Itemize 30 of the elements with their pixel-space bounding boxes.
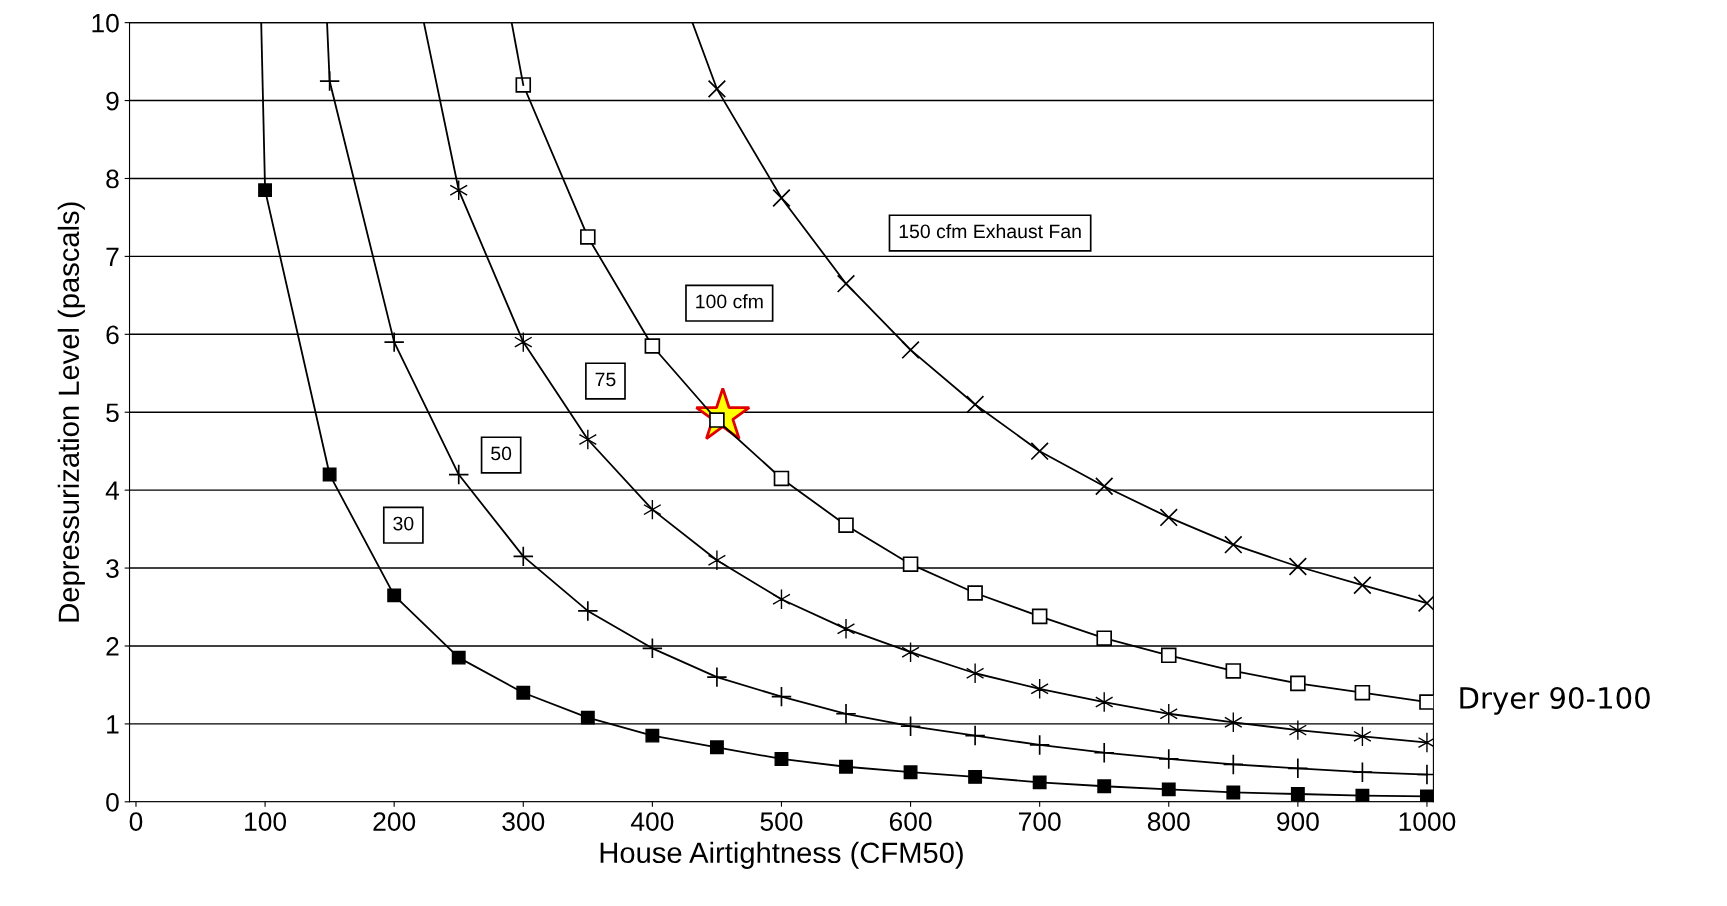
- annotation: 50: [491, 446, 512, 461]
- y-tick-label: 7: [106, 247, 119, 266]
- x-tick-label: 900: [1277, 812, 1319, 831]
- x-tick-label: 500: [760, 812, 803, 831]
- y-tick-label: 9: [106, 91, 119, 111]
- x-tick-label: 100: [245, 812, 287, 831]
- x-tick-label: 600: [889, 812, 932, 831]
- y-tick-label: 2: [106, 637, 119, 656]
- annotation: 100 cfm: [696, 294, 763, 309]
- annotation: 30: [393, 516, 414, 531]
- x-tick-label: 300: [502, 812, 545, 831]
- y-tick-label: 5: [106, 403, 119, 423]
- y-tick-label: 8: [106, 169, 119, 189]
- x-tick-label: 700: [1019, 812, 1061, 831]
- y-tick-label: 10: [92, 13, 119, 33]
- x-axis-title: House Airtightness (CFM50): [600, 841, 963, 869]
- annotation: Dryer 90-100: [1460, 686, 1650, 715]
- x-tick-label: 1000: [1399, 812, 1456, 831]
- annotation: 150 cfm Exhaust Fan: [899, 223, 1081, 239]
- y-axis-title: Depressurization Level (pascals): [57, 202, 85, 622]
- x-tick-label: 400: [630, 812, 674, 831]
- y-tick-label: 1: [107, 715, 119, 734]
- x-tick-label: 800: [1147, 812, 1190, 831]
- y-tick-label: 4: [105, 481, 120, 500]
- x-tick-label: 200: [373, 812, 416, 831]
- annotation: 75: [595, 372, 616, 387]
- x-tick-label: 0: [129, 812, 143, 831]
- y-tick-label: 0: [106, 792, 119, 812]
- y-tick-label: 6: [106, 325, 119, 345]
- y-tick-label: 3: [106, 559, 119, 578]
